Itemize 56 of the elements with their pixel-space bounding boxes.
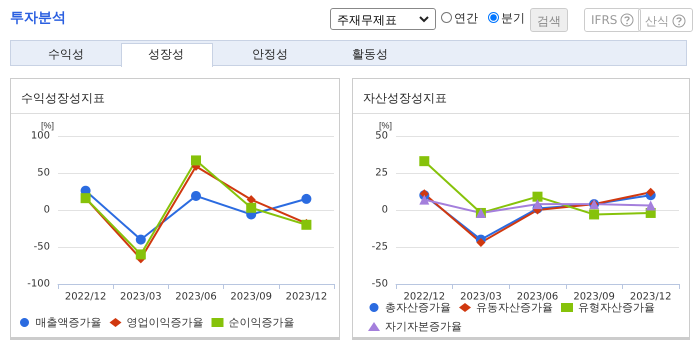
point bbox=[191, 155, 201, 166]
text: 투자분석 bbox=[10, 9, 66, 27]
text: 활동성 bbox=[352, 46, 388, 63]
y-tick-label: 50 bbox=[375, 130, 388, 142]
text: IFRS bbox=[584, 8, 642, 32]
point bbox=[136, 249, 146, 260]
text: 성장성 bbox=[148, 46, 184, 63]
legend-label: 순이익증가율 bbox=[228, 316, 294, 329]
point bbox=[532, 192, 542, 202]
x-tick-label: 2023/03 bbox=[460, 292, 502, 302]
text: 검색 bbox=[530, 8, 568, 32]
point bbox=[419, 194, 430, 205]
point bbox=[532, 199, 542, 210]
text: 산식 bbox=[638, 8, 693, 32]
point bbox=[589, 209, 600, 220]
x-tick-label: 2022/12 bbox=[64, 292, 106, 302]
y-tick-label: 25 bbox=[375, 168, 388, 178]
point bbox=[246, 202, 256, 213]
y-tick-label: -100 bbox=[27, 278, 50, 290]
point bbox=[419, 156, 430, 166]
point bbox=[476, 238, 486, 248]
x-tick-label: 2023/09 bbox=[230, 292, 272, 302]
legend-label: 매출액증가율 bbox=[36, 316, 102, 329]
x-tick-label: 2023/06 bbox=[175, 292, 217, 302]
point bbox=[646, 188, 656, 197]
y-axis-title: [%] bbox=[40, 120, 54, 130]
point bbox=[191, 190, 201, 201]
y-tick-label: 50 bbox=[37, 168, 50, 178]
x-tick-label: 2023/12 bbox=[286, 292, 328, 302]
legend-label: 유동자산증가율 bbox=[476, 301, 553, 314]
text: 안정성 bbox=[252, 46, 288, 63]
text: 분기 bbox=[500, 10, 525, 27]
chart-title: 수익성장성지표 bbox=[21, 90, 105, 107]
y-tick-label: -25 bbox=[372, 242, 388, 252]
point bbox=[646, 200, 656, 211]
legend-label: 자기자본증가율 bbox=[385, 320, 462, 333]
y-tick-label: -50 bbox=[372, 278, 388, 290]
x-tick-label: 2023/06 bbox=[516, 292, 558, 302]
text: 주재무제표 bbox=[337, 13, 397, 27]
x-tick-label: 2023/12 bbox=[630, 292, 672, 302]
text: 연간 bbox=[453, 10, 478, 27]
x-tick-label: 2022/12 bbox=[404, 292, 446, 302]
x-tick-label: 2023/09 bbox=[573, 292, 615, 302]
legend-label: 유형자산증가율 bbox=[578, 301, 655, 314]
point bbox=[301, 194, 312, 204]
y-tick-label: 100 bbox=[30, 130, 50, 142]
x-tick-label: 2023/03 bbox=[120, 292, 162, 302]
y-tick-label: -50 bbox=[34, 242, 50, 252]
text: 수익성 bbox=[48, 46, 84, 63]
legend-label: 총자산증가율 bbox=[385, 301, 451, 314]
y-tick-label: 0 bbox=[382, 204, 388, 216]
y-tick-label: 0 bbox=[44, 204, 50, 216]
y-axis-title: [%] bbox=[378, 120, 392, 130]
point bbox=[136, 234, 146, 245]
legend-label: 영업이익증가율 bbox=[126, 316, 204, 329]
chart-title: 자산성장성지표 bbox=[363, 90, 447, 107]
